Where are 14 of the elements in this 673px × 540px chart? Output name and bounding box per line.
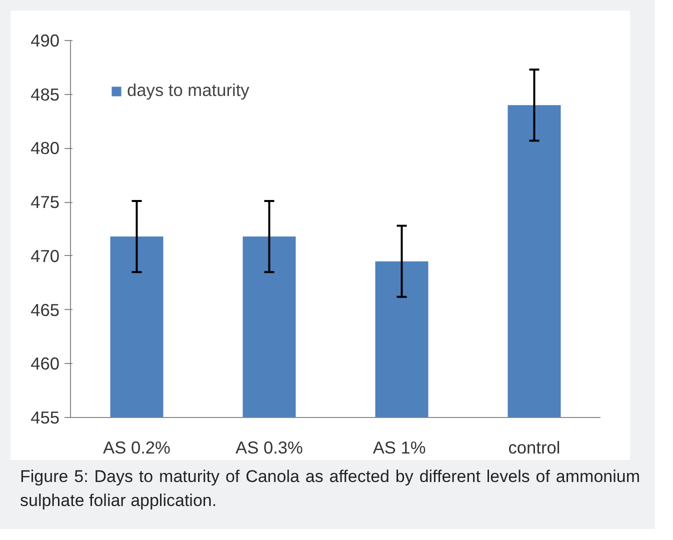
x-tick-label: control <box>508 438 560 458</box>
caption: Figure 5: Days to maturity of Canola as affected by different levels of ammonium sulphate foliar application. <box>20 466 640 512</box>
x-tick-label: AS 1% <box>372 438 426 458</box>
y-tick-label: 465 <box>30 300 60 320</box>
y-tick-label: 485 <box>30 84 60 104</box>
y-tick-label: 490 <box>30 30 60 50</box>
x-tick-label: AS 0.3% <box>236 438 303 458</box>
y-tick-label: 460 <box>30 354 60 374</box>
y-tick-label: 480 <box>30 138 60 158</box>
x-tick-label: AS 0.2% <box>103 438 170 458</box>
legend-label: days to maturity <box>127 80 250 101</box>
y-tick-label: 475 <box>30 192 60 212</box>
y-tick-label: 455 <box>30 408 60 428</box>
y-tick-label: 470 <box>30 246 60 266</box>
